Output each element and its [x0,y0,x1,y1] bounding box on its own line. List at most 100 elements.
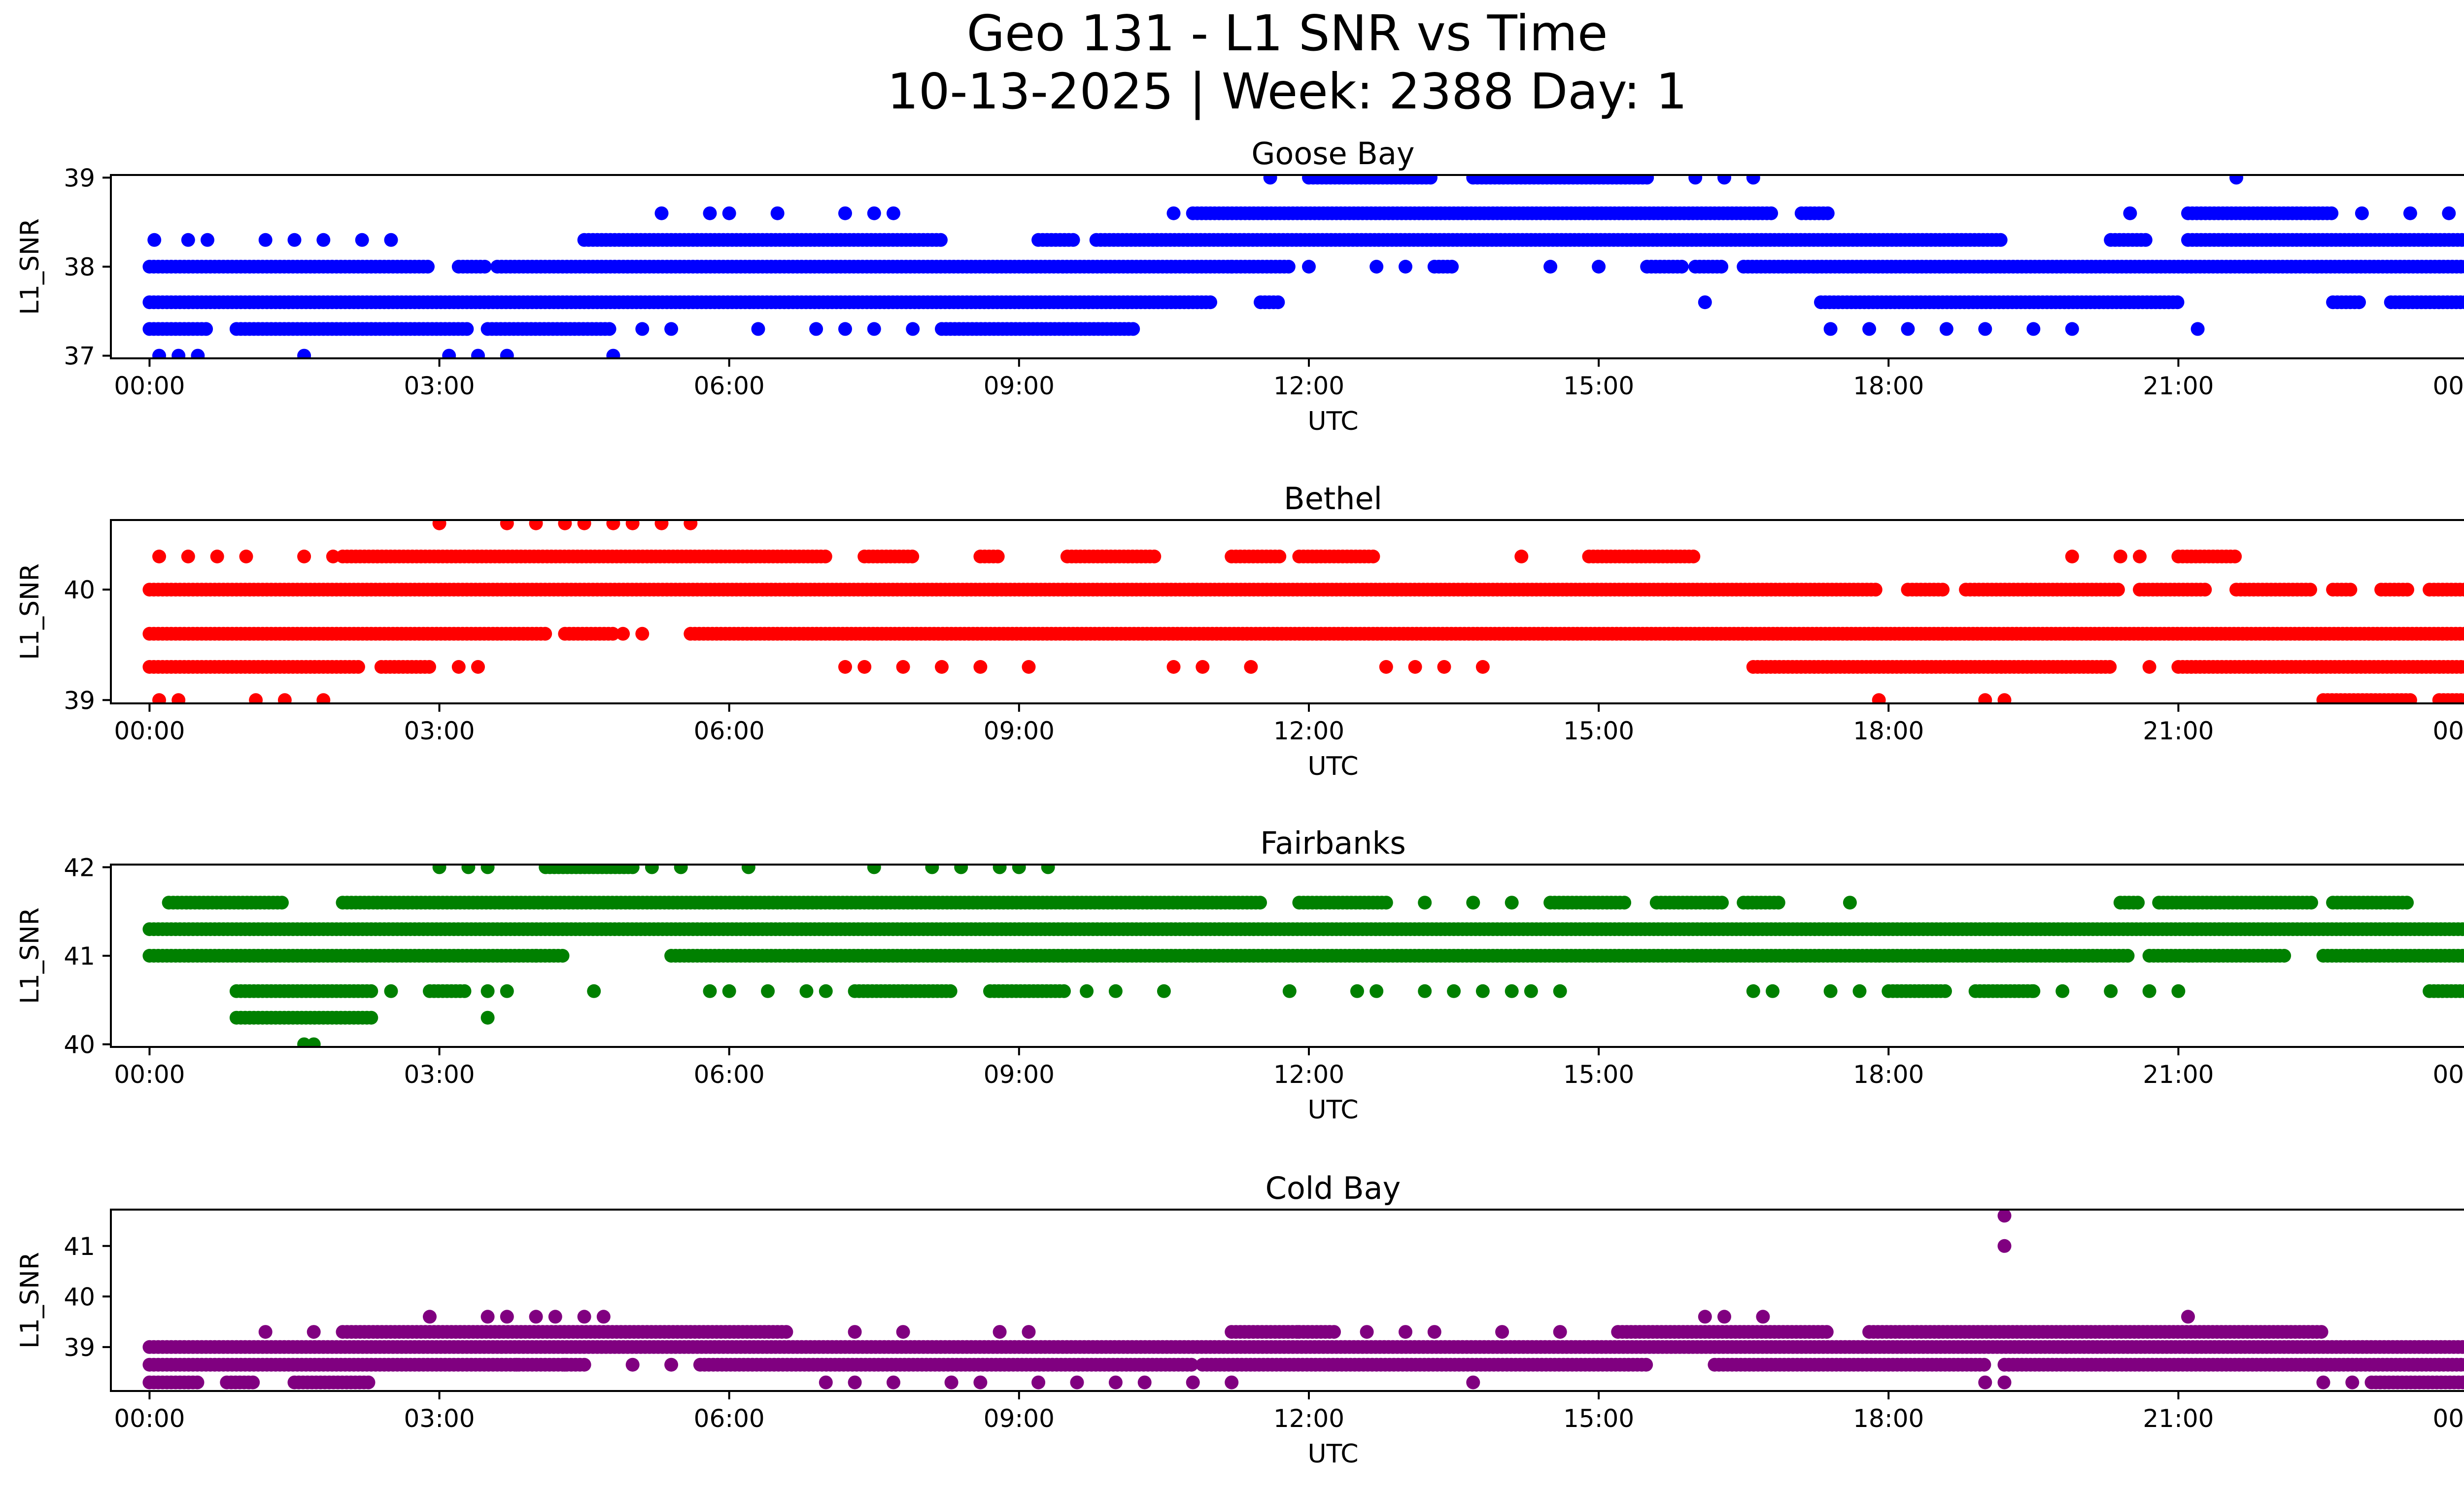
fairbanks-marker [1379,896,1393,910]
fairbanks-title: Fairbanks [1260,825,1406,861]
bethel-point [606,520,620,530]
fairbanks-point [1766,984,1780,998]
fairbanks-band-2-run-6 [2113,896,2145,910]
fairbanks-point [1080,984,1094,998]
bethel-marker [905,550,920,563]
goose-bay-marker [478,260,492,274]
bethel-band-2-run-2 [1746,660,2117,674]
bethel-marker [2403,693,2417,703]
bethel-band-4-run-1 [2432,693,2464,703]
bethel-marker [818,550,832,563]
bethel-point [577,520,591,530]
bethel-point [1408,660,1422,674]
goose-bay-point [1225,260,1239,274]
bethel-band-0-run-5 [2326,583,2358,597]
goose-bay-point [2190,322,2205,336]
goose-bay-point [2026,322,2041,336]
goose-bay-band-0-run-2 [490,260,1296,274]
fairbanks-band-0-run-0 [142,922,2464,937]
bethel-point [1244,660,1258,674]
fairbanks-marker [2400,896,2414,910]
bethel-xtick-label: 21:00 [2143,717,2214,745]
goose-bay-point [664,322,679,336]
cold-bay-markers [142,1210,2464,1390]
bethel-band-2-run-1 [374,660,436,674]
goose-bay-point [2442,206,2456,220]
fairbanks-point [2055,984,2070,998]
fairbanks-point [461,865,476,874]
goose-bay-band-0-run-3 [1427,260,1459,274]
goose-bay-xtick-label: 21:00 [2143,372,2214,400]
goose-bay-point [1978,322,1992,336]
bethel-band-0-run-3 [2133,583,2212,597]
bethel-point [1379,660,1393,674]
bethel-marker [422,660,436,674]
bethel-ytick-label: 40 [64,576,95,604]
goose-bay-marker [1675,260,1689,274]
fairbanks-xtick-label: 03:00 [404,1060,475,1089]
fairbanks-ytick-label: 42 [64,853,95,882]
goose-bay-marker [1066,233,1080,247]
fairbanks-band-4-run-0 [229,1010,378,1025]
bethel-band-3-run-3 [1060,550,1162,563]
bethel-point [654,520,669,530]
goose-bay-xtick-label: 12:00 [1273,372,1344,400]
bethel-band-1-run-0 [142,626,552,641]
goose-bay-point [751,322,765,336]
goose-bay-point [1688,175,1703,185]
fairbanks-marker [1938,984,1952,998]
goose-bay-xtick-label: 00:00 [114,372,185,400]
goose-bay-band-3-run-3 [2104,233,2153,247]
fairbanks-point [1041,865,1055,874]
fairbanks-point [1553,984,1567,998]
goose-bay-band-1-run-1 [1254,295,1285,310]
bethel-point [2113,550,2127,563]
goose-bay-ylabel: L1_SNR [15,218,45,315]
bethel-marker [2457,626,2464,641]
goose-bay-band-4-run-0 [1186,206,1779,220]
fairbanks-point [645,865,659,874]
goose-bay-point [703,206,717,220]
bethel-point [896,660,910,674]
fairbanks-band-2-run-7 [2152,896,2318,910]
goose-bay-marker [1820,206,1835,220]
fairbanks-point [867,865,881,874]
fairbanks-xtick-label: 00:00 [114,1060,185,1089]
bethel-xtick-label: 03:00 [404,717,475,745]
fairbanks-point [674,865,688,874]
fairbanks-point [500,984,514,998]
goose-bay-marker [2458,295,2464,310]
fairbanks-point [703,984,717,998]
fairbanks-marker [1253,896,1267,910]
fairbanks-xtick-label: 21:00 [2143,1060,2214,1089]
bethel-point [635,626,650,641]
goose-bay-xtick-label: 06:00 [694,372,765,400]
fairbanks-band-1-run-0 [142,949,570,963]
goose-bay-point [355,233,369,247]
bethel-point [2065,550,2079,563]
goose-bay-point [635,322,650,336]
fairbanks-band-1-run-1 [664,949,2135,963]
fairbanks-point [307,1037,321,1047]
fairbanks-marker [275,896,289,910]
goose-bay-point [906,322,920,336]
fairbanks-xtick-label: 15:00 [1563,1060,1634,1089]
goose-bay-marker [1126,322,1140,336]
bethel-point [181,550,195,563]
bethel-band-3-run-7 [2171,550,2242,563]
bethel-band-0-run-1 [1901,583,1950,597]
goose-bay-band-2-run-0 [142,322,213,336]
bethel-marker [991,550,1005,563]
bethel-marker [2458,660,2464,674]
goose-bay-point [1369,260,1384,274]
bethel-band-3-run-2 [973,550,1005,563]
goose-bay-band-3-run-4 [2181,233,2464,247]
goose-bay-point [1901,322,1915,336]
fairbanks-point [1447,984,1461,998]
goose-bay-marker [1993,233,2008,247]
fairbanks-point [1418,984,1432,998]
goose-bay-xlabel: UTC [1307,407,1358,436]
cold-bay-band-0-run-0 [142,1340,2464,1354]
fairbanks-marker [625,865,640,874]
fairbanks-point [480,1010,495,1025]
